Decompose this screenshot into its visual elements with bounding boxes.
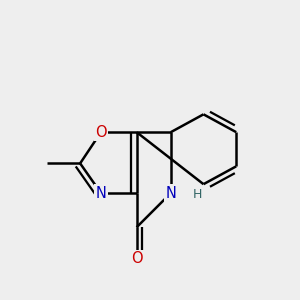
Text: O: O	[95, 125, 107, 140]
Text: O: O	[131, 251, 142, 266]
Text: N: N	[165, 186, 176, 201]
Text: H: H	[193, 188, 203, 201]
Text: N: N	[95, 186, 106, 201]
